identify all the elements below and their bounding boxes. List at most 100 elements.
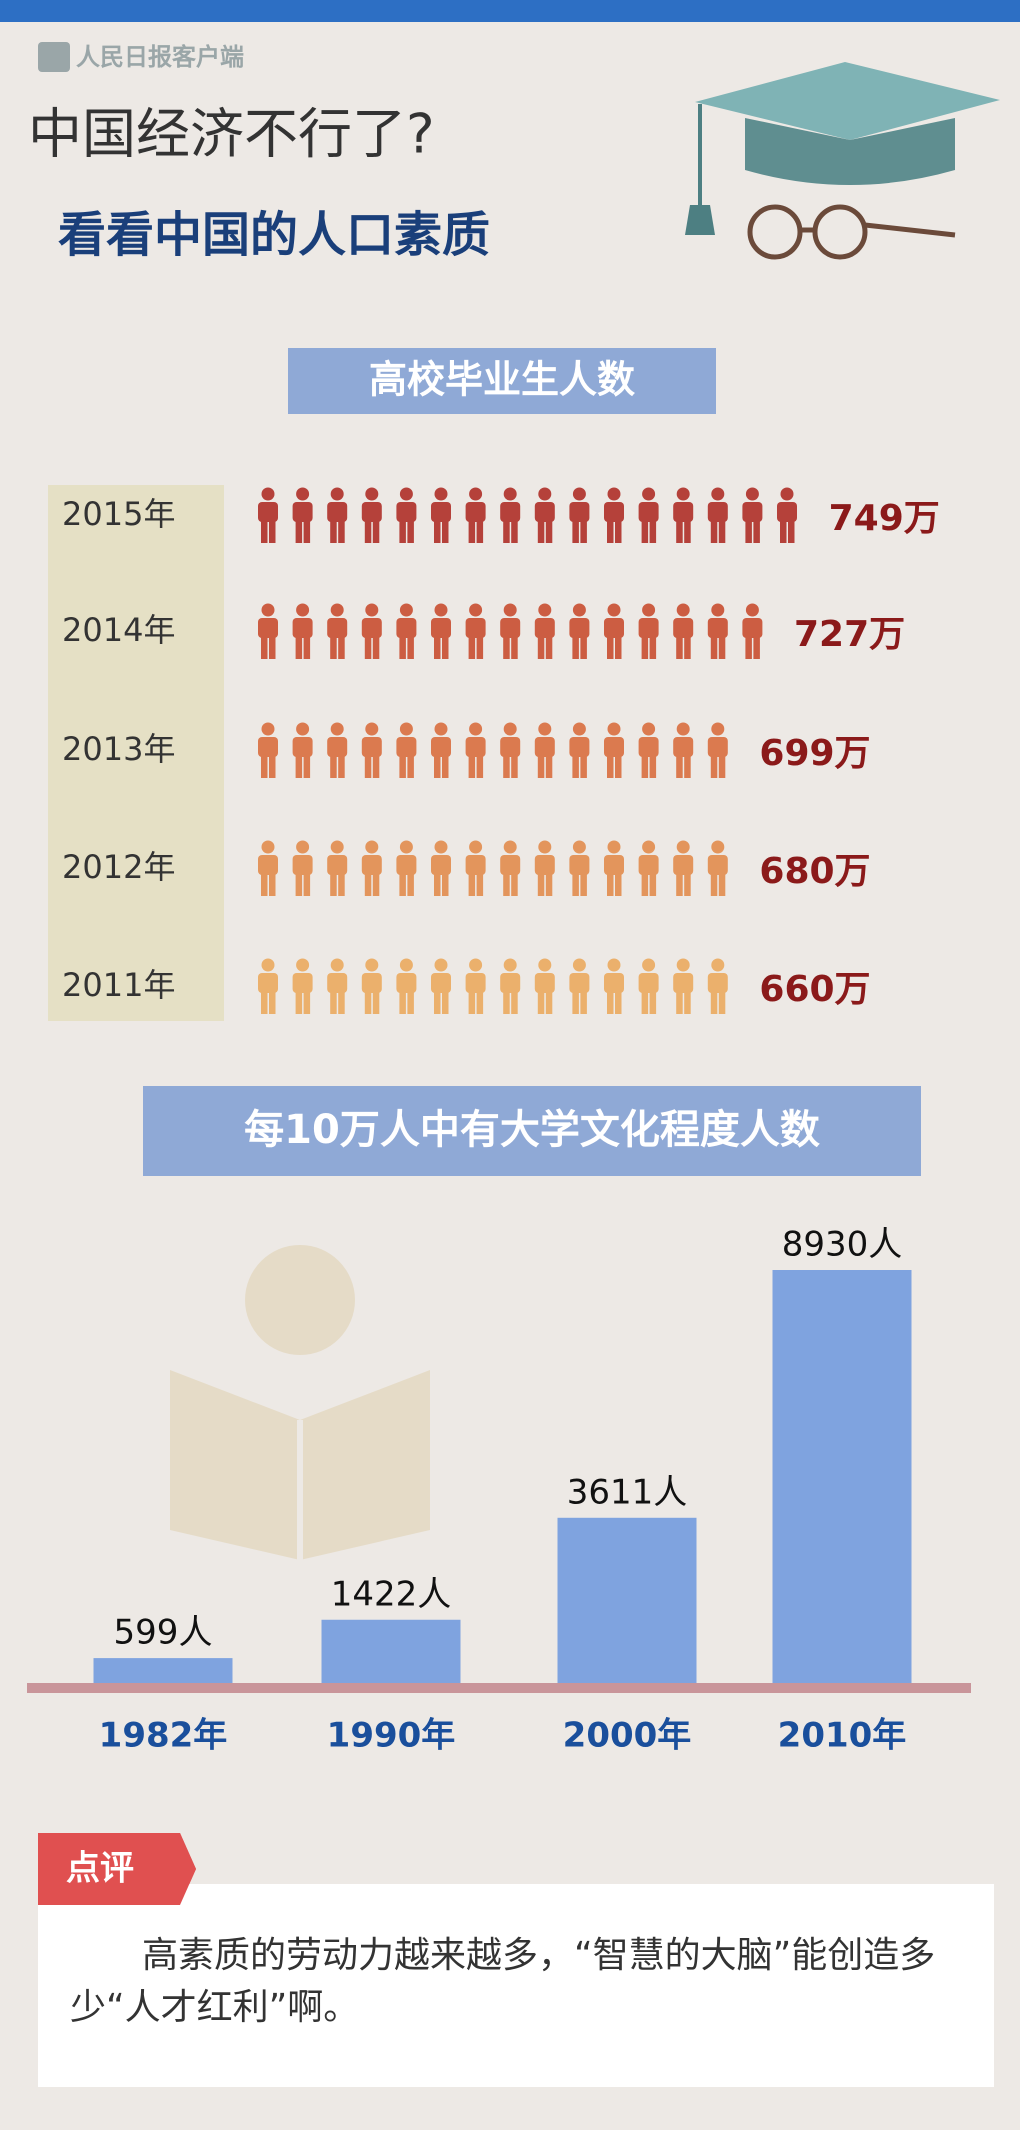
person-leg: [537, 756, 545, 778]
person-head: [399, 487, 413, 501]
person-leg: [399, 756, 406, 778]
person-head: [330, 722, 344, 736]
person-head: [261, 603, 275, 617]
person-head: [503, 603, 517, 617]
person-leg: [468, 521, 476, 543]
person-leg: [718, 637, 726, 659]
person-leg: [788, 521, 795, 543]
person-body: [569, 618, 590, 638]
bar: [557, 1517, 697, 1686]
person-head: [711, 487, 725, 501]
person-leg: [684, 756, 691, 778]
person-head: [642, 840, 656, 854]
year-column: [48, 485, 224, 1021]
person-body: [327, 855, 348, 875]
person-body: [465, 502, 486, 522]
person-leg: [295, 992, 303, 1014]
bar: [772, 1270, 912, 1686]
person-body: [292, 502, 313, 522]
person-leg: [572, 992, 579, 1014]
person-body: [707, 618, 728, 638]
person-leg: [684, 992, 691, 1014]
person-head: [365, 840, 379, 854]
row-label: 2012年: [62, 848, 175, 886]
value-label: 699万: [759, 733, 870, 774]
x-tick-label: 1990年: [327, 1716, 456, 1756]
person-leg: [649, 874, 657, 896]
person-leg: [580, 521, 587, 543]
person-body: [361, 502, 382, 522]
person-body: [707, 855, 728, 875]
cap-icon: [685, 62, 1000, 260]
person-leg: [269, 521, 276, 543]
person-head: [538, 958, 552, 972]
person-leg: [676, 992, 683, 1014]
value-label: 3611人: [567, 1472, 688, 1512]
person-head: [365, 722, 379, 736]
person-body: [500, 502, 521, 522]
person-leg: [684, 521, 691, 543]
person-head: [572, 840, 586, 854]
person-body: [707, 973, 728, 993]
person-body: [258, 618, 278, 638]
person-leg: [295, 756, 303, 778]
person-leg: [537, 521, 545, 543]
person-body: [673, 502, 694, 522]
person-body: [569, 973, 590, 993]
person-leg: [468, 992, 476, 1014]
person-body: [361, 973, 382, 993]
person-leg: [330, 992, 337, 1014]
person-head: [607, 487, 621, 501]
person-leg: [442, 521, 449, 543]
person-head: [503, 840, 517, 854]
person-leg: [572, 756, 579, 778]
person-leg: [745, 637, 752, 659]
value-label: 599人: [114, 1613, 213, 1653]
person-leg: [434, 521, 441, 543]
person-head: [642, 722, 656, 736]
person-leg: [303, 756, 311, 778]
person-body: [534, 855, 555, 875]
person-body: [396, 502, 417, 522]
person-body: [673, 855, 694, 875]
person-body: [431, 502, 451, 522]
person-leg: [261, 874, 268, 896]
person-body: [258, 502, 278, 522]
icon-row: [258, 603, 763, 659]
person-leg: [399, 637, 406, 659]
person-head: [296, 840, 310, 854]
icon-row: [258, 487, 797, 543]
person-leg: [545, 756, 553, 778]
person-body: [465, 618, 486, 638]
person-head: [572, 722, 586, 736]
person-leg: [753, 637, 760, 659]
person-head: [469, 840, 483, 854]
person-leg: [372, 992, 380, 1014]
person-leg: [330, 756, 337, 778]
person-head: [503, 958, 517, 972]
person-leg: [753, 521, 760, 543]
person-head: [261, 487, 275, 501]
row-label: 2011年: [62, 966, 175, 1004]
person-leg: [261, 992, 268, 1014]
person-leg: [537, 992, 545, 1014]
person-leg: [545, 874, 553, 896]
person-leg: [442, 992, 449, 1014]
x-tick-label: 1982年: [99, 1716, 228, 1756]
person-leg: [676, 874, 683, 896]
person-body: [777, 502, 797, 522]
value-label: 727万: [794, 614, 905, 655]
person-leg: [607, 874, 614, 896]
title: 中国经济不行了?: [28, 103, 435, 166]
person-leg: [338, 521, 345, 543]
person-body: [465, 855, 486, 875]
person-head: [296, 722, 310, 736]
chart-title: 高校毕业生人数: [369, 358, 635, 402]
person-head: [538, 840, 552, 854]
person-leg: [261, 756, 268, 778]
person-leg: [269, 637, 276, 659]
person-leg: [303, 992, 311, 1014]
person-head: [296, 603, 310, 617]
person-body: [292, 737, 313, 757]
person-head: [711, 603, 725, 617]
